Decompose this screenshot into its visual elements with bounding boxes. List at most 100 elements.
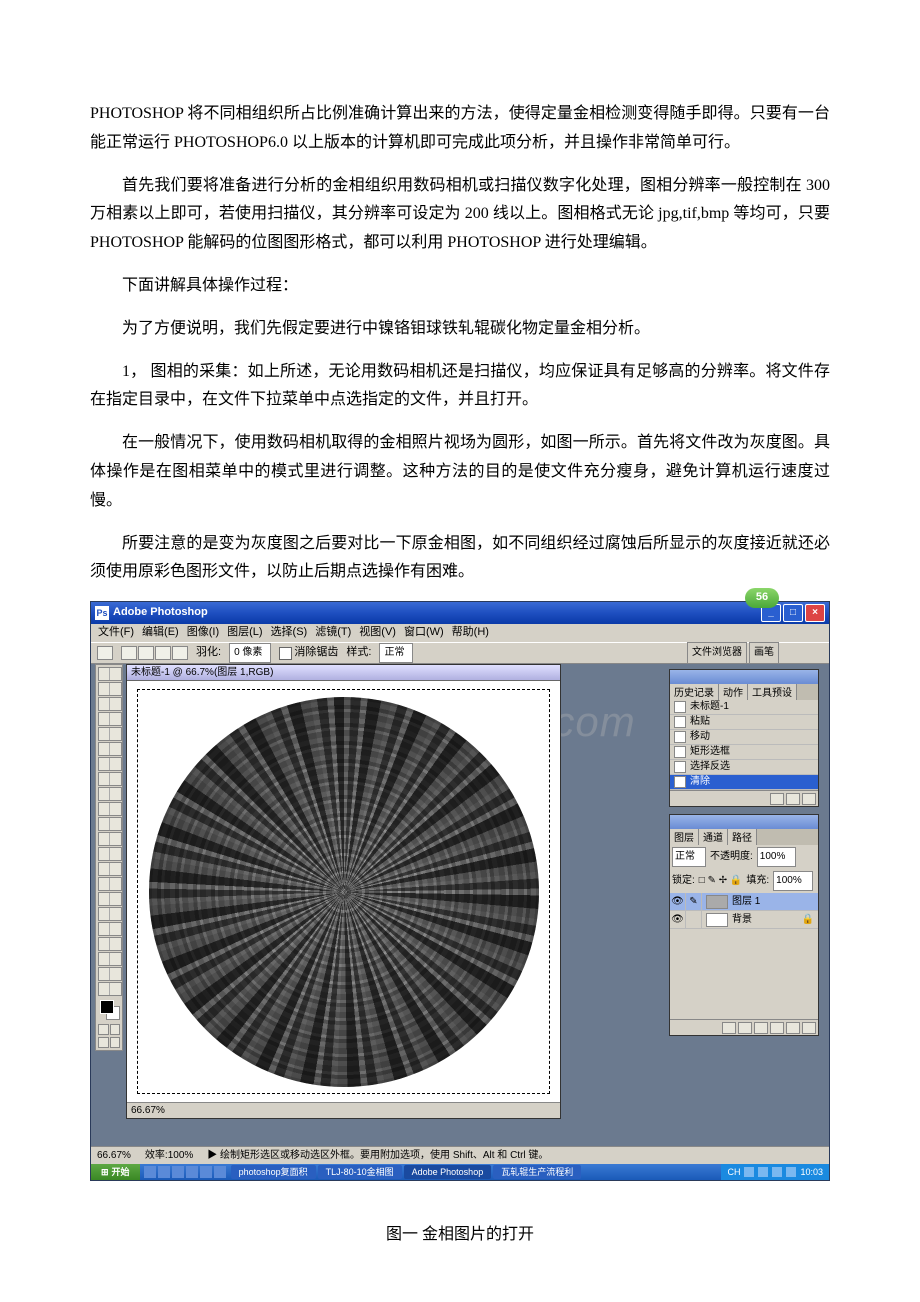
menu-select[interactable]: 选择(S): [268, 623, 311, 643]
file-browser-tab[interactable]: 文件浏览器: [687, 642, 747, 664]
tool-slice-icon[interactable]: [98, 742, 122, 756]
menu-file[interactable]: 文件(F): [95, 623, 137, 643]
panel-titlebar[interactable]: [670, 670, 818, 684]
layer-name[interactable]: 图层 1: [732, 893, 760, 911]
tool-dodge-icon[interactable]: [98, 862, 122, 876]
menu-layer[interactable]: 图层(L): [224, 623, 265, 643]
tab-layers[interactable]: 图层: [670, 829, 699, 845]
layer-row[interactable]: 👁 ✎ 图层 1: [670, 893, 818, 911]
menu-window[interactable]: 窗口(W): [401, 623, 447, 643]
tool-zoom-icon[interactable]: [98, 982, 122, 996]
taskbar-item[interactable]: photoshop复面积: [231, 1165, 316, 1179]
link-icon[interactable]: ✎: [686, 893, 702, 911]
document-title: 未标题-1 @ 66.7%(图层 1,RGB): [127, 665, 560, 681]
antialias-checkbox[interactable]: 消除锯齿: [279, 643, 338, 663]
tool-eyedropper-icon[interactable]: [98, 952, 122, 966]
lock-label: 锁定:: [672, 872, 695, 890]
paragraph: 1， 图相的采集：如上所述，无论用数码相机还是扫描仪，均应保证具有足够高的分辨率…: [90, 358, 830, 416]
start-button[interactable]: ⊞ 开始: [91, 1164, 140, 1180]
layer-name[interactable]: 背景: [732, 911, 752, 929]
tool-lasso-icon[interactable]: [98, 697, 122, 711]
tool-marquee-icon[interactable]: [98, 667, 122, 681]
tool-crop-icon[interactable]: [98, 727, 122, 741]
select-mode-new-icon[interactable]: [121, 646, 137, 660]
panel-btn-icon[interactable]: [722, 1022, 736, 1034]
tool-history-brush-icon[interactable]: [98, 802, 122, 816]
tool-brush-icon[interactable]: [98, 772, 122, 786]
quick-launch[interactable]: [140, 1166, 230, 1178]
tool-path-icon[interactable]: [98, 877, 122, 891]
quickmask-toggles[interactable]: [98, 1024, 120, 1035]
document-window[interactable]: 未标题-1 @ 66.7%(图层 1,RGB) 66.67%: [126, 664, 561, 1119]
tab-channels[interactable]: 通道: [699, 829, 728, 845]
history-item[interactable]: 清除: [670, 775, 818, 790]
tab-paths[interactable]: 路径: [728, 829, 757, 845]
brushes-tab[interactable]: 画笔: [749, 642, 779, 664]
taskbar-item[interactable]: TLJ-80-10金相图: [318, 1165, 402, 1179]
tool-pen-icon[interactable]: [98, 907, 122, 921]
panel-btn-icon[interactable]: [738, 1022, 752, 1034]
tool-heal-icon[interactable]: [98, 757, 122, 771]
blend-mode-select[interactable]: 正常: [672, 847, 706, 867]
menu-help[interactable]: 帮助(H): [449, 623, 492, 643]
status-efficiency: 效率:100%: [145, 1147, 193, 1165]
status-zoom: 66.67%: [97, 1147, 131, 1165]
tool-stamp-icon[interactable]: [98, 787, 122, 801]
paragraph: PHOTOSHOP 将不同相组织所占比例准确计算出来的方法，使得定量金相检测变得…: [90, 100, 830, 158]
panel-btn-icon[interactable]: [786, 1022, 800, 1034]
select-mode-add-icon[interactable]: [138, 646, 154, 660]
visibility-icon[interactable]: 👁: [670, 893, 686, 911]
taskbar-item[interactable]: Adobe Photoshop: [404, 1165, 492, 1179]
layer-row[interactable]: 👁 背景 🔒: [670, 911, 818, 929]
screenmode-toggles[interactable]: [98, 1037, 120, 1048]
tool-notes-icon[interactable]: [98, 937, 122, 951]
style-select[interactable]: 正常: [379, 643, 413, 663]
maximize-button[interactable]: □: [783, 604, 803, 622]
panel-btn-icon[interactable]: [754, 1022, 768, 1034]
panel-btn-icon[interactable]: [770, 793, 784, 805]
tray-icon[interactable]: [786, 1167, 796, 1177]
tool-wand-icon[interactable]: [98, 712, 122, 726]
menu-edit[interactable]: 编辑(E): [139, 623, 182, 643]
tray-icon[interactable]: [772, 1167, 782, 1177]
feather-input[interactable]: 0 像素: [229, 643, 271, 663]
menu-image[interactable]: 图像(I): [184, 623, 222, 643]
clock[interactable]: 10:03: [800, 1164, 823, 1180]
metallographic-image: [149, 697, 539, 1087]
tray-icon[interactable]: [758, 1167, 768, 1177]
menu-filter[interactable]: 滤镜(T): [312, 623, 354, 643]
taskbar-item[interactable]: 瓦轧辊生产流程利: [493, 1165, 581, 1179]
trash-icon[interactable]: [802, 1022, 816, 1034]
tool-move-icon[interactable]: [98, 682, 122, 696]
fill-input[interactable]: 100%: [773, 871, 813, 891]
language-indicator[interactable]: CH: [727, 1164, 740, 1180]
layers-panel[interactable]: 图层 通道 路径 正常 不透明度: 100% 锁定: □ ✎ ✢ 🔒 填充: 1…: [669, 814, 819, 1036]
menu-view[interactable]: 视图(V): [356, 623, 399, 643]
canvas[interactable]: [127, 681, 560, 1102]
tool-eraser-icon[interactable]: [98, 817, 122, 831]
tool-shape-icon[interactable]: [98, 922, 122, 936]
select-mode-sub-icon[interactable]: [155, 646, 171, 660]
panel-titlebar[interactable]: [670, 815, 818, 829]
tool-hand-icon[interactable]: [98, 967, 122, 981]
trash-icon[interactable]: [802, 793, 816, 805]
tool-text-icon[interactable]: [98, 892, 122, 906]
visibility-icon[interactable]: 👁: [670, 911, 686, 929]
tool-gradient-icon[interactable]: [98, 832, 122, 846]
panel-footer: [670, 790, 818, 806]
color-swatch[interactable]: [100, 1000, 120, 1020]
tab-toolpresets[interactable]: 工具预设: [748, 684, 797, 700]
link-icon[interactable]: [686, 911, 702, 929]
feather-label: 羽化:: [196, 643, 221, 663]
history-panel[interactable]: 历史记录 动作 工具预设 未标题-1 粘贴 移动 矩形选框 选择反选 清除: [669, 669, 819, 807]
panel-btn-icon[interactable]: [786, 793, 800, 805]
tray-icon[interactable]: [744, 1167, 754, 1177]
opacity-input[interactable]: 100%: [757, 847, 797, 867]
toolbox: [95, 664, 123, 1051]
system-tray[interactable]: CH 10:03: [721, 1164, 829, 1180]
marquee-icon[interactable]: [97, 646, 113, 660]
close-button[interactable]: ×: [805, 604, 825, 622]
tool-blur-icon[interactable]: [98, 847, 122, 861]
select-mode-int-icon[interactable]: [172, 646, 188, 660]
panel-btn-icon[interactable]: [770, 1022, 784, 1034]
